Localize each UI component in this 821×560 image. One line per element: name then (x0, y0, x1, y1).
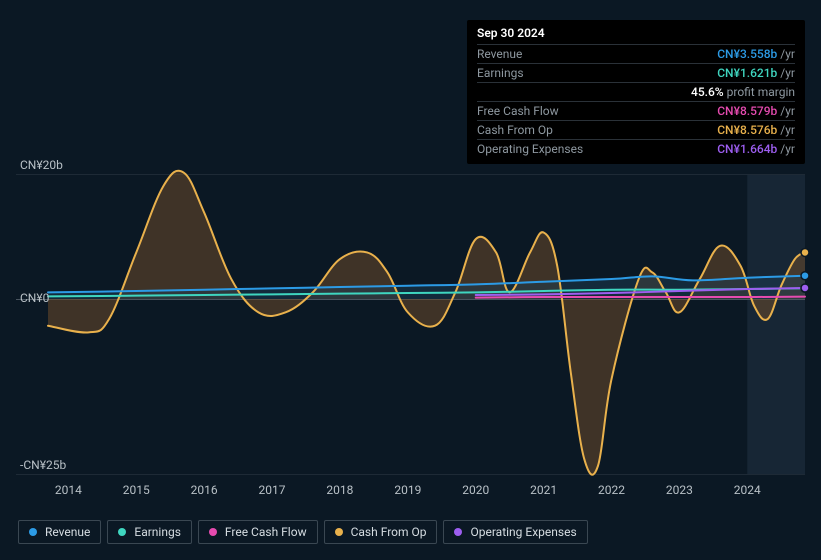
legend-label: Revenue (45, 525, 90, 539)
y-tick-label: CN¥0 (20, 291, 49, 305)
chart-legend: Revenue Earnings Free Cash Flow Cash From O… (18, 520, 588, 544)
legend-label: Operating Expenses (470, 525, 576, 539)
legend-item-earnings[interactable]: Earnings (107, 520, 192, 544)
legend-dot-icon (454, 528, 462, 536)
marker-revenue (801, 272, 809, 280)
x-tick-label: 2017 (259, 483, 286, 497)
x-tick-label: 2020 (462, 483, 489, 497)
tooltip-row: 45.6% profit margin (477, 82, 795, 101)
legend-label: Earnings (134, 525, 181, 539)
tooltip-row: Operating ExpensesCN¥1.664b /yr (477, 139, 795, 158)
legend-item-free_cash_flow[interactable]: Free Cash Flow (198, 520, 318, 544)
x-tick-label: 2022 (598, 483, 625, 497)
x-tick-label: 2019 (394, 483, 421, 497)
x-tick-label: 2021 (530, 483, 557, 497)
legend-dot-icon (209, 528, 217, 536)
legend-dot-icon (118, 528, 126, 536)
x-tick-label: 2018 (326, 483, 353, 497)
tooltip-title: Sep 30 2024 (477, 26, 795, 40)
x-tick-label: 2015 (123, 483, 150, 497)
x-tick-label: 2024 (734, 483, 761, 497)
series-free_cash_flow (476, 297, 805, 298)
marker-operating_expenses (801, 284, 809, 292)
legend-item-operating_expenses[interactable]: Operating Expenses (443, 520, 587, 544)
tooltip-row: Cash From OpCN¥8.576b /yr (477, 120, 795, 139)
data-tooltip: Sep 30 2024 RevenueCN¥3.558b /yrEarningsC… (467, 20, 805, 164)
legend-dot-icon (29, 528, 37, 536)
legend-label: Free Cash Flow (225, 525, 307, 539)
legend-item-cash_from_op[interactable]: Cash From Op (324, 520, 438, 544)
tooltip-row: EarningsCN¥1.621b /yr (477, 63, 795, 82)
y-tick-label: CN¥20b (20, 158, 63, 172)
marker-cash_from_op (801, 248, 809, 256)
x-tick-label: 2016 (191, 483, 218, 497)
x-tick-label: 2014 (55, 483, 82, 497)
tooltip-row: RevenueCN¥3.558b /yr (477, 44, 795, 63)
legend-dot-icon (335, 528, 343, 536)
y-tick-label: -CN¥25b (20, 458, 66, 472)
tooltip-row: Free Cash FlowCN¥8.579b /yr (477, 101, 795, 120)
x-tick-label: 2023 (666, 483, 693, 497)
legend-item-revenue[interactable]: Revenue (18, 520, 101, 544)
legend-label: Cash From Op (351, 525, 427, 539)
